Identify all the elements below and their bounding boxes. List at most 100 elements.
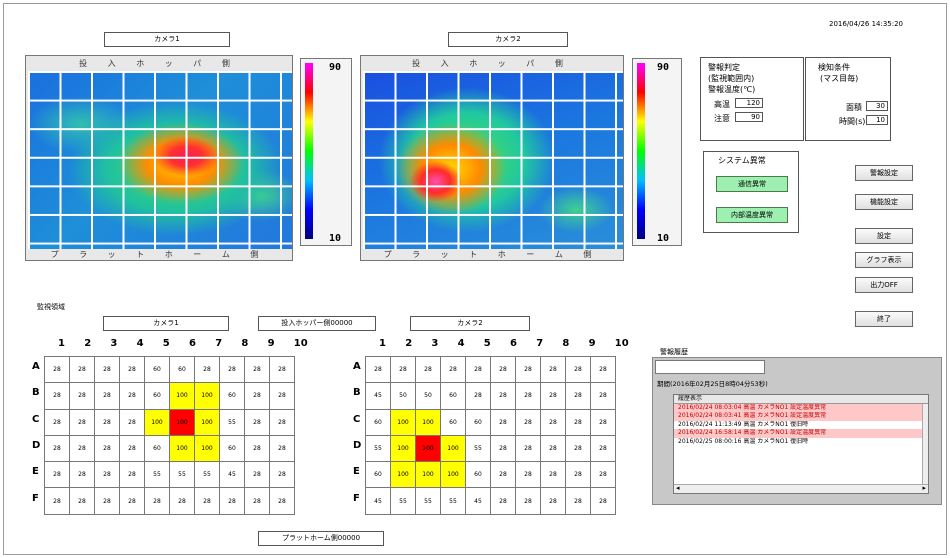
grid-cell[interactable]: 28: [591, 488, 616, 514]
output-off-button[interactable]: 出力OFF: [855, 277, 913, 293]
alarm-settings-button[interactable]: 警報設定: [855, 165, 913, 181]
grid-cell[interactable]: 28: [245, 462, 270, 488]
grid-cell[interactable]: 28: [245, 488, 270, 514]
history-horizontal-scrollbar[interactable]: ◂ ▸: [674, 484, 928, 493]
grid-cell[interactable]: 28: [516, 488, 541, 514]
grid-cell[interactable]: 28: [516, 383, 541, 409]
grid-cell[interactable]: 28: [120, 357, 145, 383]
grid-cell[interactable]: 28: [491, 462, 516, 488]
grid-cell[interactable]: 28: [516, 462, 541, 488]
grid-cell[interactable]: 28: [245, 383, 270, 409]
grid-cell[interactable]: 28: [516, 409, 541, 435]
function-settings-button[interactable]: 機能設定: [855, 194, 913, 210]
grid-cell[interactable]: 28: [541, 488, 566, 514]
grid-cell[interactable]: 28: [541, 462, 566, 488]
grid-cell[interactable]: 28: [591, 409, 616, 435]
grid-cell[interactable]: 28: [95, 462, 120, 488]
grid-cell[interactable]: 28: [120, 383, 145, 409]
area-input[interactable]: 30: [866, 101, 888, 111]
grid-cell[interactable]: 28: [95, 435, 120, 461]
grid-cell[interactable]: 28: [591, 435, 616, 461]
grid-cell[interactable]: 28: [120, 409, 145, 435]
grid-cell[interactable]: 28: [270, 383, 295, 409]
history-vertical-scrollbar[interactable]: [922, 404, 928, 484]
grid-cell[interactable]: 100: [195, 383, 220, 409]
grid-cell[interactable]: 28: [120, 435, 145, 461]
grid-cell[interactable]: 28: [270, 435, 295, 461]
grid-cell[interactable]: 55: [220, 409, 245, 435]
grid-cell[interactable]: 28: [45, 383, 70, 409]
internal-temp-error-button[interactable]: 内部温度異常: [716, 207, 788, 223]
history-list[interactable]: 履歴表示 2016/02/24 08:03:04 高温 カメラNO1 設定温度異…: [673, 394, 929, 494]
exit-button[interactable]: 終了: [855, 311, 913, 327]
grid-cell[interactable]: 28: [541, 357, 566, 383]
grid-cell[interactable]: 28: [416, 357, 441, 383]
grid-cell[interactable]: 28: [541, 383, 566, 409]
grid-cell[interactable]: 55: [145, 462, 170, 488]
grid-cell[interactable]: 60: [466, 462, 491, 488]
grid-cell[interactable]: 28: [466, 383, 491, 409]
grid-cell[interactable]: 28: [270, 409, 295, 435]
grid-cell[interactable]: 28: [70, 409, 95, 435]
grid-cell[interactable]: 28: [270, 357, 295, 383]
grid-cell[interactable]: 100: [441, 435, 466, 461]
grid-cell[interactable]: 28: [195, 357, 220, 383]
grid-cell[interactable]: 45: [366, 383, 391, 409]
grid-cell[interactable]: 60: [220, 435, 245, 461]
grid-cell[interactable]: 28: [145, 488, 170, 514]
grid-cell[interactable]: 100: [416, 435, 441, 461]
grid-cell[interactable]: 28: [45, 357, 70, 383]
list-item[interactable]: 2016/02/24 08:03:41 高温 カメラNO1 設定温度異常: [674, 412, 928, 421]
grid-cell[interactable]: 55: [416, 488, 441, 514]
grid-cell[interactable]: 28: [45, 462, 70, 488]
grid-cell[interactable]: 100: [391, 435, 416, 461]
time-input[interactable]: 10: [866, 115, 888, 125]
grid-cell[interactable]: 28: [95, 383, 120, 409]
grid-cell[interactable]: 28: [491, 409, 516, 435]
grid-cell[interactable]: 45: [220, 462, 245, 488]
grid-cell[interactable]: 60: [220, 383, 245, 409]
list-item[interactable]: 2016/02/24 08:03:04 高温 カメラNO1 設定温度異常: [674, 404, 928, 413]
grid-cell[interactable]: 100: [170, 409, 195, 435]
grid-cell[interactable]: 100: [170, 435, 195, 461]
grid-cell[interactable]: 100: [441, 462, 466, 488]
grid-cell[interactable]: 28: [95, 409, 120, 435]
grid-cell[interactable]: 60: [145, 383, 170, 409]
grid-cell[interactable]: 28: [591, 383, 616, 409]
grid-cell[interactable]: 28: [170, 488, 195, 514]
grid-cell[interactable]: 55: [466, 435, 491, 461]
grid-cell[interactable]: 28: [45, 409, 70, 435]
grid-cell[interactable]: 55: [441, 488, 466, 514]
grid-cell[interactable]: 28: [220, 357, 245, 383]
grid-cell[interactable]: 28: [591, 357, 616, 383]
grid-cell[interactable]: 28: [120, 462, 145, 488]
grid-cell[interactable]: 28: [270, 462, 295, 488]
grid-cell[interactable]: 45: [366, 488, 391, 514]
grid-cell[interactable]: 28: [541, 409, 566, 435]
grid-cell[interactable]: 28: [120, 488, 145, 514]
grid-cell[interactable]: 28: [591, 462, 616, 488]
grid-cell[interactable]: 60: [441, 409, 466, 435]
grid-cell[interactable]: 28: [95, 488, 120, 514]
grid-cell[interactable]: 100: [195, 409, 220, 435]
history-search-input[interactable]: [655, 360, 765, 374]
grid-cell[interactable]: 28: [566, 488, 591, 514]
grid-cell[interactable]: 28: [491, 488, 516, 514]
grid-cell[interactable]: 60: [145, 357, 170, 383]
grid-cell[interactable]: 28: [195, 488, 220, 514]
grid-cell[interactable]: 55: [195, 462, 220, 488]
grid-cell[interactable]: 28: [441, 357, 466, 383]
grid-cell[interactable]: 50: [391, 383, 416, 409]
grid-cell[interactable]: 100: [416, 409, 441, 435]
grid-cell[interactable]: 60: [366, 462, 391, 488]
graph-display-button[interactable]: グラフ表示: [855, 252, 913, 268]
grid-cell[interactable]: 28: [466, 357, 491, 383]
grid-cell[interactable]: 28: [566, 357, 591, 383]
grid-cell[interactable]: 60: [170, 357, 195, 383]
grid-cell[interactable]: 100: [391, 462, 416, 488]
grid-cell[interactable]: 100: [145, 409, 170, 435]
grid-cell[interactable]: 28: [45, 488, 70, 514]
warn-temp-input[interactable]: 90: [735, 112, 763, 122]
grid-cell[interactable]: 28: [270, 488, 295, 514]
scroll-right-icon[interactable]: ▸: [922, 484, 926, 492]
